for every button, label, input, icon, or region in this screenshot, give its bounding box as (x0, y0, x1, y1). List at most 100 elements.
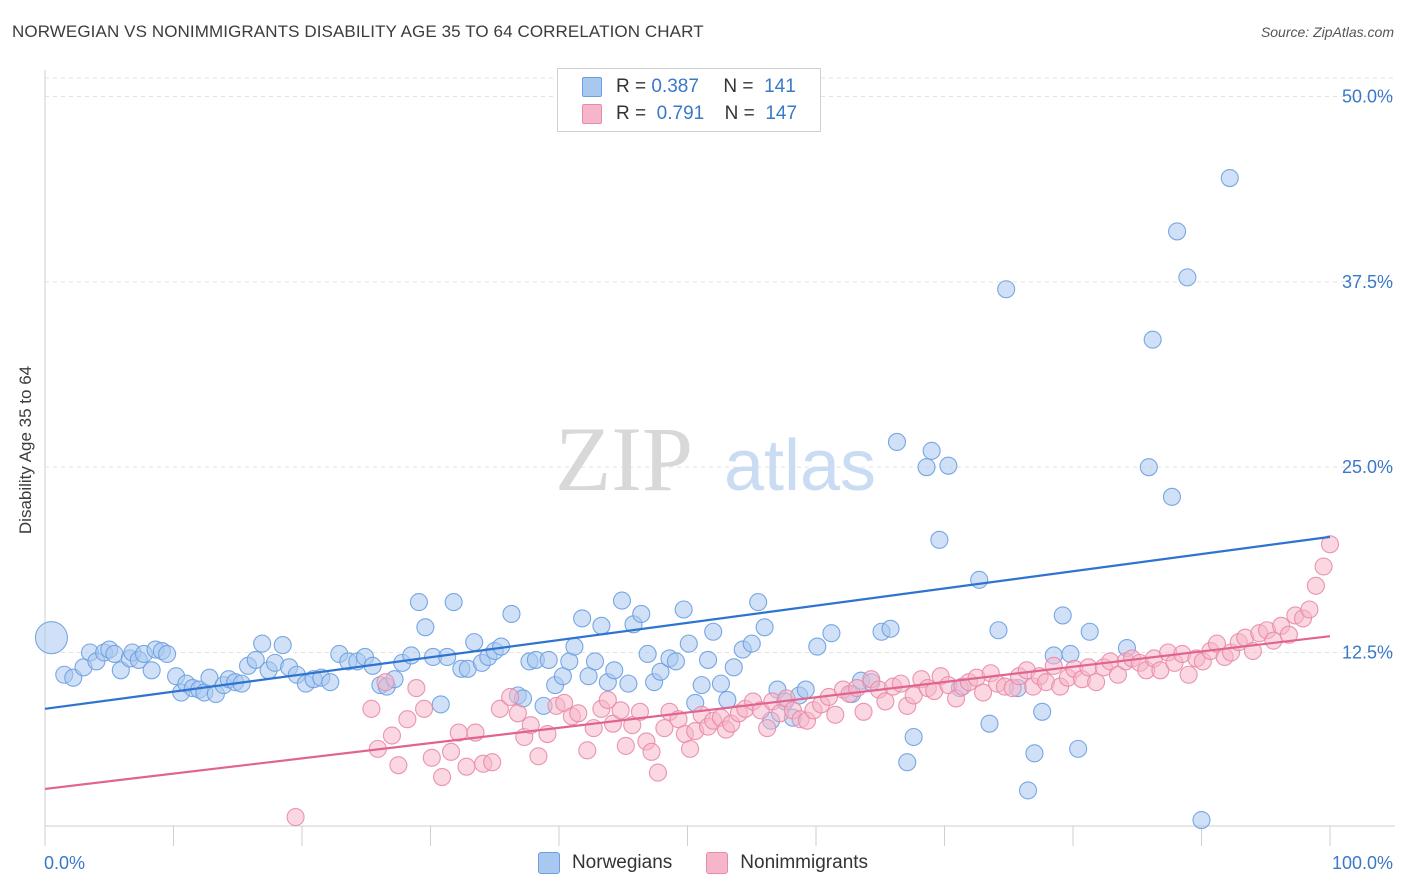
norwegians-point (822, 624, 841, 643)
norwegians-point (1220, 168, 1239, 188)
source-note: Source: ZipAtlas.com (1260, 24, 1394, 40)
norwegians-point (881, 619, 900, 638)
norwegians-point (699, 650, 718, 669)
nonimmigrants-point (1087, 673, 1106, 692)
grid-lines (45, 77, 1395, 653)
legend-r-value: 0.791 (656, 103, 705, 124)
nonimmigrants-point (681, 739, 700, 758)
y-tick-label: 12.5% (1342, 643, 1393, 663)
watermark-atlas: atlas (724, 426, 876, 506)
norwegians-point (619, 674, 638, 693)
norwegians-point (321, 673, 340, 692)
nonimmigrants-point (876, 692, 895, 711)
norwegians-point (638, 644, 657, 664)
trend-lines (44, 535, 1331, 790)
nonimmigrants-point (569, 704, 588, 723)
norwegians-point (997, 280, 1016, 299)
legend-swatch-nonimmigrants (582, 104, 602, 124)
norwegians-point (808, 637, 827, 656)
norwegians-point (592, 616, 611, 635)
nonimmigrants-point (854, 702, 873, 721)
norwegians-point (1178, 268, 1197, 287)
norwegians-point (692, 676, 711, 695)
norwegians-point (666, 652, 685, 671)
nonimmigrants-point (973, 683, 993, 702)
norwegians-point (565, 637, 584, 656)
nonimmigrants-point (578, 741, 597, 760)
nonimmigrants-point (376, 673, 395, 692)
legend-swatch-norwegians (582, 77, 602, 97)
legend-n-value: 147 (765, 103, 798, 124)
nonimmigrants-point (457, 757, 476, 776)
norwegians-point (718, 690, 737, 709)
norwegians-point (917, 458, 936, 477)
nonimmigrants-point (826, 705, 845, 724)
y-axis-label: Disability Age 35 to 64 (16, 365, 35, 535)
x-tick-label: 100.0% (1332, 853, 1393, 873)
norwegians-point (1025, 744, 1044, 763)
norwegians-point (465, 633, 484, 652)
norwegians-point (1162, 487, 1181, 506)
legend-row-nonimmigrants: R = 0.791 N = 147 (582, 103, 797, 125)
nonimmigrants-point (603, 714, 623, 733)
norwegians-point (651, 662, 670, 681)
legend-label-nonimmigrants: Nonimmigrants (740, 852, 869, 873)
nonimmigrants-point (623, 716, 642, 735)
nonimmigrants-point (286, 808, 305, 827)
norwegians-point (989, 621, 1008, 640)
x-tick-label: 0.0% (44, 853, 85, 873)
nonimmigrants-point (1279, 625, 1298, 644)
norwegians-point (158, 644, 177, 664)
watermark-zip: ZIP (555, 408, 693, 510)
chart-title: NORWEGIAN VS NONIMMIGRANTS DISABILITY AG… (12, 22, 704, 41)
nonimmigrants-point (483, 753, 502, 772)
norwegians-point (1143, 330, 1162, 349)
norwegians-trend-line (44, 535, 1331, 710)
nonimmigrants-point (642, 742, 661, 761)
legend-n-label: N = (724, 103, 755, 124)
axes (44, 70, 1395, 846)
watermark: ZIP atlas (555, 408, 876, 510)
norwegians-point (1069, 739, 1088, 758)
norwegians-point (1053, 606, 1072, 625)
norwegians-point (142, 661, 161, 680)
nonimmigrants-point (1306, 576, 1325, 595)
nonimmigrants-point (529, 747, 548, 766)
norwegians-point (444, 593, 463, 612)
legend-row-norwegians: R = 0.387 N = 141 (582, 76, 796, 98)
norwegians-point (1139, 458, 1158, 477)
nonimmigrants-point (407, 679, 426, 698)
norwegians-point (930, 530, 949, 549)
nonimmigrants-point (508, 704, 527, 723)
norwegians-point (409, 593, 428, 612)
data-points (34, 168, 1340, 830)
norwegians-point (573, 609, 592, 628)
nonimmigrants-point (1151, 661, 1170, 680)
norwegians-point (105, 644, 124, 664)
norwegians-point (612, 591, 632, 610)
legend-item-nonimmigrants[interactable]: Nonimmigrants (706, 852, 868, 874)
nonimmigrants-point (521, 716, 540, 735)
nonimmigrants-point (1264, 631, 1283, 650)
y-tick-label: 50.0% (1342, 87, 1393, 107)
y-axis-label-wrap: Disability Age 35 to 64 (6, 300, 46, 600)
nonimmigrants-point (555, 693, 574, 712)
nonimmigrants-point (904, 686, 923, 705)
norwegians-point (898, 753, 917, 772)
nonimmigrants-point (1179, 665, 1198, 684)
norwegians-point (679, 634, 698, 653)
legend-swatch-nonimmigrants (706, 852, 729, 874)
nonimmigrants-point (1314, 557, 1333, 576)
legend-item-norwegians[interactable]: Norwegians (537, 852, 672, 874)
norwegians-point (1192, 810, 1211, 830)
norwegians-point (742, 634, 761, 653)
norwegians-point (1018, 781, 1038, 800)
legend-n-label: N = (723, 76, 754, 97)
nonimmigrants-point (442, 742, 461, 761)
norwegians-point (970, 570, 989, 589)
nonimmigrants-point (398, 710, 417, 729)
nonimmigrants-point (598, 690, 617, 709)
nonimmigrants-point (433, 767, 452, 787)
series-legend: Norwegians Nonimmigrants (0, 852, 1406, 874)
nonimmigrants-point (382, 726, 402, 745)
